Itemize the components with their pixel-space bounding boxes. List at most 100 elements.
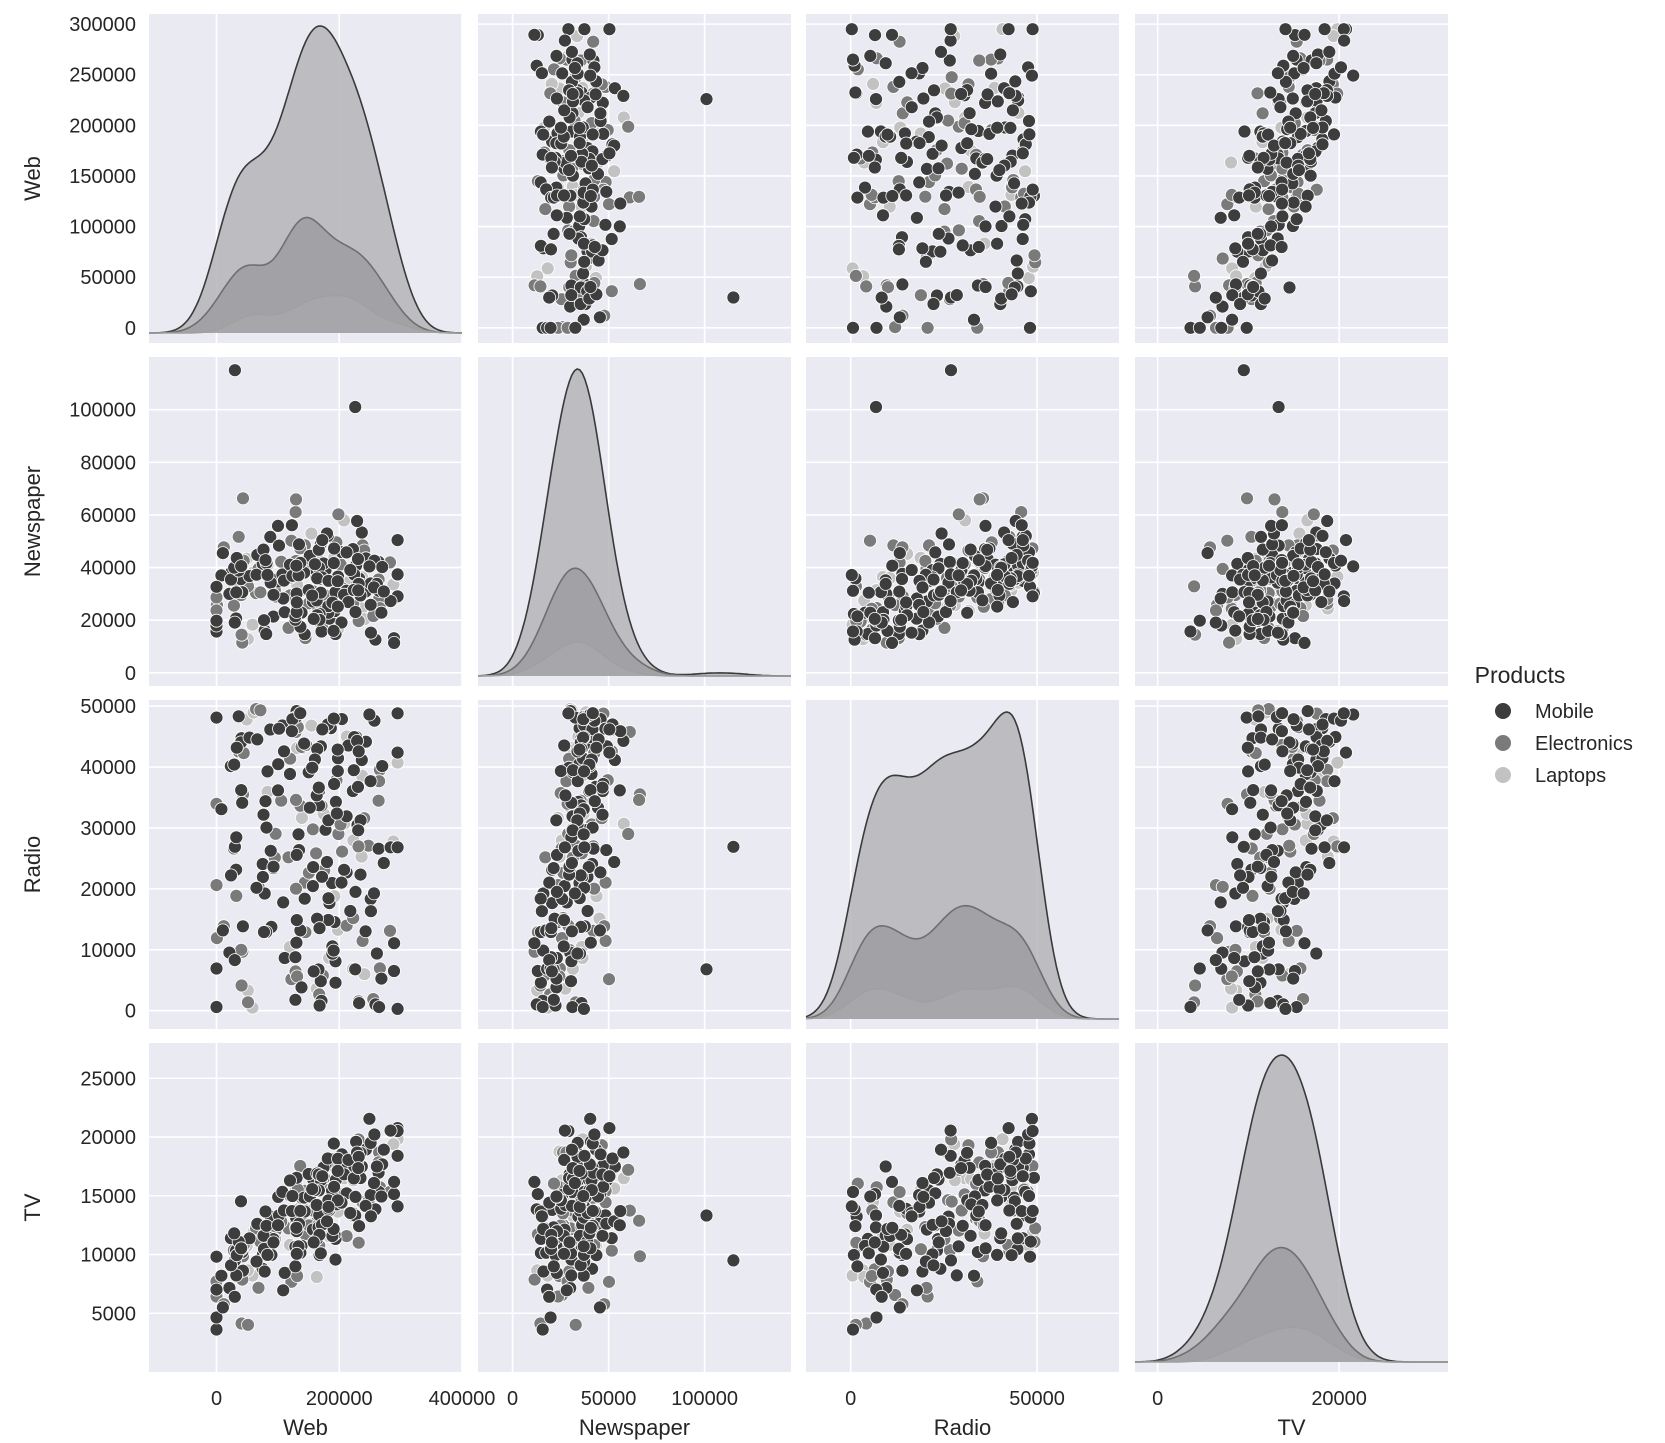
scatter-point-mobile [990, 1248, 1004, 1262]
scatter-point-mobile [885, 27, 899, 42]
scatter-point-mobile [565, 1142, 579, 1157]
scatter-point-mobile [562, 163, 576, 178]
scatter-point-mobile [928, 545, 943, 560]
scatter-point-mobile [612, 219, 627, 234]
scatter-point-mobile [1236, 254, 1250, 269]
scatter-point-mobile [885, 189, 900, 203]
scatter-point-mobile [925, 146, 940, 161]
scatter-point-mobile [1318, 545, 1333, 560]
scatter-point-mobile [583, 1220, 598, 1235]
scatter-point-mobile [885, 1220, 900, 1235]
scatter-point-mobile [271, 519, 285, 533]
scatter-point-mobile [249, 1254, 264, 1269]
scatter-point-mobile [726, 1253, 741, 1268]
scatter-point-mobile [861, 1246, 876, 1261]
scatter-point-mobile [306, 612, 321, 626]
scatter-point-mobile [572, 121, 587, 135]
scatter-point-mobile [1250, 226, 1265, 241]
scatter-point-mobile [613, 196, 628, 211]
scatter-point-mobile [565, 1000, 580, 1014]
scatter-point-electronics [598, 934, 613, 948]
scatter-point-mobile [289, 558, 304, 573]
scatter-point-mobile [535, 1209, 549, 1224]
scatter-point-electronics [914, 1242, 928, 1257]
scatter-point-mobile [912, 175, 927, 190]
scatter-point-mobile [963, 542, 978, 557]
scatter-point-mobile [587, 794, 602, 809]
scatter-point-mobile [1261, 127, 1275, 142]
scatter-point-mobile [306, 964, 321, 979]
scatter-point-mobile [1309, 56, 1324, 71]
scatter-point-mobile [215, 1300, 230, 1315]
scatter-point-mobile [1225, 585, 1240, 600]
scatter-point-mobile [1274, 794, 1289, 809]
scatter-point-mobile [330, 574, 345, 589]
scatter-point-mobile [351, 780, 365, 794]
scatter-point-mobile [305, 588, 320, 603]
scatter-point-mobile [1225, 802, 1239, 817]
scatter-point-mobile [943, 22, 958, 37]
scatter-point-mobile [565, 45, 579, 59]
scatter-point-mobile [593, 865, 608, 880]
scatter-point-mobile [1247, 827, 1262, 842]
scatter-point-mobile [847, 150, 861, 165]
x-tick-label: 0 [845, 1388, 856, 1410]
scatter-point-mobile [1208, 953, 1223, 967]
y-tick-label: 100000 [69, 217, 136, 239]
scatter-point-mobile [1002, 1203, 1017, 1218]
scatter-point-mobile [266, 587, 281, 602]
scatter-point-electronics [937, 621, 952, 635]
scatter-point-mobile [1023, 1234, 1038, 1249]
scatter-point-electronics [564, 248, 579, 263]
scatter-point-mobile [297, 891, 312, 906]
legend: Products Mobile Electronics Laptops [1475, 662, 1633, 787]
scatter-point-mobile [892, 584, 907, 599]
scatter-point-mobile [588, 87, 603, 102]
scatter-point-mobile [960, 136, 975, 151]
scatter-point-electronics [209, 878, 224, 892]
scatter-point-mobile [595, 807, 610, 822]
y-tick-label: 20000 [80, 1127, 136, 1149]
scatter-point-mobile [1009, 1216, 1024, 1231]
scatter-point-mobile [1300, 704, 1315, 718]
scatter-point-mobile [294, 980, 309, 995]
scatter-point-mobile [1025, 1111, 1039, 1126]
scatter-point-electronics [538, 850, 553, 865]
scatter-point-mobile [542, 290, 557, 305]
scatter-point-mobile [595, 1228, 610, 1243]
scatter-point-electronics [1282, 838, 1297, 853]
scatter-point-mobile [1227, 208, 1242, 223]
scatter-point-electronics [236, 491, 250, 506]
scatter-point-mobile [535, 66, 549, 81]
scatter-point-mobile [1298, 199, 1313, 214]
scatter-point-mobile [885, 636, 899, 650]
scatter-point-mobile [209, 710, 224, 725]
scatter-point-mobile [562, 1235, 577, 1250]
scatter-point-mobile [1286, 49, 1301, 63]
scatter-point-mobile [1025, 1204, 1040, 1218]
scatter-point-mobile [585, 1204, 600, 1218]
scatter-point-mobile [1006, 103, 1020, 118]
scatter-point-mobile [572, 742, 587, 757]
scatter-point-mobile [527, 1175, 542, 1189]
scatter-point-mobile [971, 553, 986, 567]
panel-background [478, 700, 791, 1029]
density-fill-mobile [1135, 1055, 1448, 1362]
scatter-point-mobile [1302, 533, 1316, 547]
scatter-point-mobile [1278, 1002, 1293, 1016]
scatter-point-mobile [209, 1310, 224, 1325]
scatter-point-mobile [1280, 806, 1295, 821]
scatter-point-electronics [1275, 505, 1290, 519]
scatter-point-mobile [971, 1204, 986, 1219]
scatter-point-mobile [234, 783, 249, 797]
x-tick-label: 200000 [306, 1388, 373, 1410]
scatter-point-mobile [1275, 744, 1290, 759]
scatter-point-mobile [899, 188, 913, 203]
scatter-point-mobile [863, 49, 878, 63]
scatter-point-mobile [271, 1218, 285, 1233]
scatter-point-mobile [1014, 196, 1029, 211]
scatter-point-mobile [1003, 121, 1018, 135]
scatter-point-mobile [375, 560, 390, 574]
panel-web-vs-tv [1135, 14, 1448, 343]
scatter-point-mobile [1322, 45, 1337, 59]
